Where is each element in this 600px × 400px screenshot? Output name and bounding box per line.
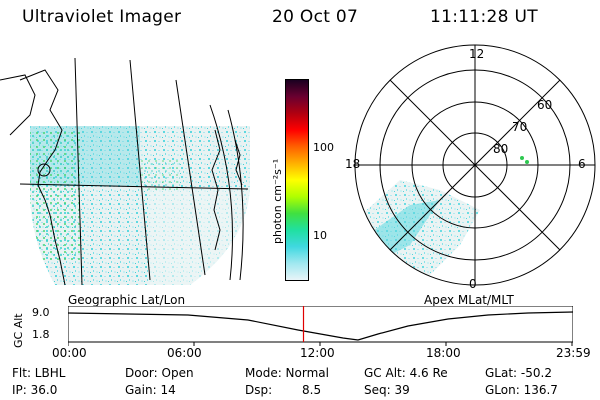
mlat-label-60: 60: [537, 98, 553, 112]
mlat-label-70: 70: [512, 120, 528, 134]
status-door: Door: Open: [125, 366, 194, 380]
altitude-xtick-2: 12:00: [300, 346, 335, 360]
mlt-label-6: 6: [578, 157, 586, 171]
altitude-ytick-high: 9.0: [32, 306, 50, 319]
status-flt: Flt: LBHL: [12, 366, 66, 380]
status-dsp-value: 8.5: [302, 383, 322, 397]
geographic-map: [0, 57, 250, 286]
status-glon: GLon: 136.7: [485, 383, 558, 397]
date-label: 20 Oct 07: [272, 7, 359, 27]
mlt-label-0: 0: [469, 277, 477, 291]
status-dsp: Dsp:: [245, 383, 273, 397]
status-gain: Gain: 14: [125, 383, 176, 397]
polar-plot: [354, 44, 596, 286]
time-label: 11:11:28 UT: [430, 7, 538, 27]
altitude-xtick-1: 06:00: [167, 346, 202, 360]
status-gc-alt: GC Alt: 4.6 Re: [364, 366, 448, 380]
apex-label: Apex MLat/MLT: [424, 293, 514, 307]
colorbar-tick-10: 10: [313, 229, 327, 242]
altitude-xtick-3: 18:00: [426, 346, 461, 360]
colorbar-units: photon cm⁻²s⁻¹: [271, 158, 284, 244]
status-glat: GLat: -50.2: [485, 366, 552, 380]
mlat-label-80: 80: [493, 142, 509, 156]
status-mode: Mode: Normal: [245, 366, 329, 380]
altitude-xtick-0: 00:00: [52, 346, 87, 360]
instrument-title: Ultraviolet Imager: [22, 7, 182, 27]
status-ip: IP: 36.0: [12, 383, 58, 397]
status-seq: Seq: 39: [364, 383, 410, 397]
altitude-xtick-4: 23:59: [556, 346, 591, 360]
mlt-label-18: 18: [345, 157, 361, 171]
colorbar: [285, 79, 309, 281]
altitude-plot: [68, 306, 573, 346]
geographic-label: Geographic Lat/Lon: [68, 293, 186, 307]
altitude-ylabel: GC Alt: [12, 313, 25, 348]
colorbar-tick-100: 100: [313, 141, 334, 154]
altitude-ytick-low: 1.8: [32, 328, 50, 341]
mlt-label-12: 12: [469, 47, 485, 61]
